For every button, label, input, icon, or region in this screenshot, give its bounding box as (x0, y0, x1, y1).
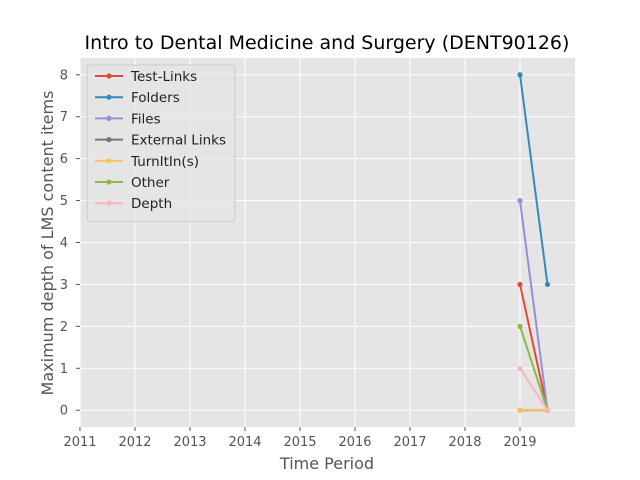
data-point (517, 365, 523, 371)
series-depth (517, 365, 551, 413)
x-tick-label: 2017 (393, 435, 426, 450)
data-point (544, 407, 551, 413)
series-line (519, 200, 549, 411)
data-point (517, 323, 523, 329)
data-point (517, 407, 523, 413)
axis-ticks: 2011 2012 2013 2014 2015 2016 2017 2018 2019 0 1 2 3… (60, 68, 537, 450)
data-point (544, 281, 551, 288)
legend-marker (106, 137, 112, 143)
legend-label: External Links (131, 133, 226, 149)
grid (79, 58, 575, 427)
x-tick-label: 2013 (173, 435, 206, 450)
series-lines (517, 72, 551, 413)
legend-marker (106, 73, 112, 79)
legend-marker (106, 115, 112, 121)
y-tick-label: 2 (60, 320, 68, 335)
y-axis-label: Maximum depth of LMS content items (38, 91, 57, 396)
legend-item: External Links (95, 133, 226, 149)
x-tick-label: 2014 (228, 435, 261, 450)
legend-item: Depth (95, 196, 172, 212)
y-tick-label: 1 (60, 362, 68, 377)
y-tick-label: 0 (60, 404, 68, 419)
legend-item: Other (95, 175, 170, 191)
series-folders (517, 72, 551, 288)
x-tick-label: 2018 (448, 435, 481, 450)
legend-marker (106, 179, 112, 185)
legend-marker (106, 200, 112, 206)
legend-marker (106, 158, 112, 164)
legend-label: TurnItIn(s) (130, 154, 199, 170)
legend-item: TurnItIn(s) (95, 154, 199, 170)
legend-label: Test-Links (130, 69, 197, 85)
y-tick-label: 3 (60, 278, 68, 293)
legend-item: Test-Links (95, 69, 197, 85)
legend-label: Folders (131, 90, 180, 106)
x-tick-label: 2011 (63, 435, 96, 450)
series-line (519, 367, 549, 411)
legend: Test-Links Folders Files External Links Turn… (86, 64, 236, 222)
series-line (519, 326, 549, 411)
series-line (519, 74, 549, 285)
x-axis-label: Time Period (279, 454, 374, 473)
legend-box (86, 64, 236, 222)
chart-title: Intro to Dental Medicine and Surgery (DE… (85, 32, 570, 54)
x-tick-label: 2015 (283, 435, 316, 450)
data-point (517, 197, 523, 204)
legend-item: Folders (95, 90, 180, 106)
legend-label: Other (131, 175, 170, 191)
x-tick-label: 2019 (503, 435, 536, 450)
legend-label: Depth (131, 196, 172, 212)
legend-marker (106, 94, 112, 100)
legend-item: Files (95, 111, 161, 127)
x-tick-label: 2012 (118, 435, 151, 450)
legend-label: Files (131, 111, 161, 127)
y-tick-label: 5 (60, 194, 68, 209)
y-tick-label: 6 (60, 152, 68, 167)
data-point (517, 72, 523, 78)
x-tick-label: 2016 (338, 435, 371, 450)
y-tick-label: 7 (60, 110, 68, 125)
series-line (519, 284, 549, 411)
y-tick-label: 4 (60, 236, 68, 251)
y-tick-label: 8 (60, 68, 68, 83)
data-point (517, 281, 523, 288)
